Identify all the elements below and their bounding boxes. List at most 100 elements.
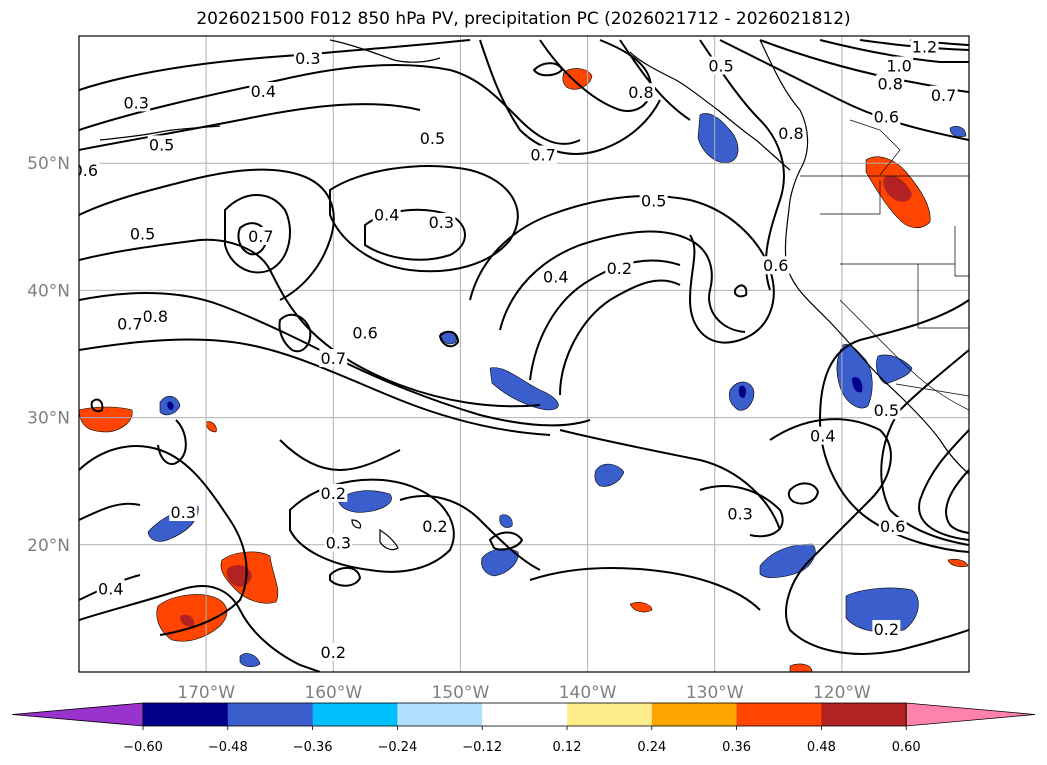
- longitude-tick-label: 130°W: [686, 683, 744, 703]
- contour-label: 1.0: [886, 57, 911, 76]
- contour-label-bg: [324, 533, 353, 552]
- contour-label: 0.7: [530, 146, 555, 165]
- contour-label: 0.6: [763, 256, 788, 275]
- contour-label: 0.5: [130, 224, 155, 243]
- contour-label: 0.5: [641, 191, 666, 210]
- contour-label-bg: [872, 107, 901, 126]
- contour-label-bg: [529, 145, 558, 164]
- latitude-tick-label: 50°N: [27, 154, 70, 174]
- longitude-tick-label: 140°W: [559, 683, 617, 703]
- contour-label: 0.3: [123, 93, 148, 112]
- colorbar-segment: [821, 703, 907, 726]
- contour-label: 1.2: [912, 37, 937, 56]
- colorbar-segment: [736, 703, 822, 726]
- contour-label-bg: [726, 504, 755, 523]
- contour-label: 0.2: [321, 643, 346, 662]
- contour-label-bg: [351, 323, 380, 342]
- latitude-tick-labels: 50°N 40°N 30°N 20°N: [27, 154, 70, 556]
- contour-label: 0.3: [326, 534, 351, 553]
- contour-label-bg: [639, 191, 668, 210]
- contour-label: 0.4: [98, 579, 123, 598]
- contour-label-bg: [878, 516, 907, 535]
- contour-label-bg: [372, 205, 401, 224]
- contour-label: 0.5: [874, 401, 899, 420]
- map-area: 0.3 0.4 0.3 0.5 0.6 0.5 0.7 0.4 0.3 0.5 0.7 0.5 0.4 0…: [73, 36, 969, 672]
- contour-label: 0.5: [420, 129, 445, 148]
- colorbar-tick-label: −0.48: [208, 740, 248, 755]
- contour-label-bg: [418, 129, 447, 148]
- contour-label: 0.7: [117, 315, 142, 334]
- contour-label: 0.5: [149, 135, 174, 154]
- contour-label: 0.2: [607, 259, 632, 278]
- contour-label-bg: [876, 74, 905, 93]
- contour-label-bg: [761, 256, 790, 275]
- contour-label-bg: [707, 56, 736, 75]
- contour-label-bg: [929, 85, 958, 104]
- longitude-tick-label: 170°W: [177, 683, 235, 703]
- contour-label-bg: [96, 579, 125, 598]
- longitude-tick-label: 120°W: [813, 683, 871, 703]
- contour-label: 0.4: [374, 205, 399, 224]
- colorbar-tick-label: −0.60: [123, 740, 163, 755]
- latitude-tick-label: 20°N: [27, 536, 70, 556]
- contour-label-bg: [885, 56, 914, 75]
- contour-label-bg: [319, 642, 348, 661]
- contour-label: 0.5: [708, 57, 733, 76]
- contour-label-bg: [249, 81, 278, 100]
- colorbar-frame: [142, 702, 907, 727]
- contour-label-bg: [427, 212, 456, 231]
- contour-label: 0.6: [73, 161, 98, 180]
- contour-label-bg: [246, 226, 275, 245]
- contour-label: 0.8: [778, 124, 803, 143]
- contour-label-bg: [141, 307, 170, 326]
- colorbar-tick-label: 0.24: [637, 740, 666, 755]
- contour-label: 0.2: [422, 517, 447, 536]
- colorbar-tick-label: 0.36: [722, 740, 751, 755]
- contour-label: 0.4: [543, 268, 568, 287]
- contour-label-bg: [605, 258, 634, 277]
- contour-label: 0.6: [874, 107, 899, 126]
- contour-label: 0.4: [251, 82, 276, 101]
- contour-label: 0.7: [248, 227, 273, 246]
- colorbar-tick-label: 0.48: [807, 740, 836, 755]
- contour-label-bg: [421, 516, 449, 535]
- colorbar-segment: [312, 703, 398, 726]
- contour-label: 0.3: [727, 504, 752, 523]
- political-borders: [800, 119, 969, 411]
- colorbar-segment: [651, 703, 738, 726]
- colorbar-segment: [227, 703, 314, 726]
- map-title: 2026021500 F012 850 hPa PV, precipitatio…: [196, 9, 851, 29]
- contour-label: 0.2: [874, 620, 899, 639]
- colorbar-tick-label: 0.60: [892, 740, 921, 755]
- longitude-tick-label: 160°W: [304, 683, 362, 703]
- contour-label: 0.3: [171, 503, 196, 522]
- contour-label: 0.2: [321, 484, 346, 503]
- colorbar-tick-label: −0.24: [377, 740, 417, 755]
- contour-label: 0.4: [810, 427, 835, 446]
- colorbar-segment: [397, 703, 483, 726]
- contour-label-bg: [910, 37, 939, 56]
- longitude-tick-label: 150°W: [432, 683, 490, 703]
- colorbar-tick-label: −0.36: [293, 740, 333, 755]
- contour-label: 0.6: [352, 324, 377, 343]
- contour-label: 0.8: [143, 307, 168, 326]
- latitude-tick-label: 40°N: [27, 281, 70, 301]
- contour-label-bg: [872, 401, 901, 420]
- contour-label: 0.6: [880, 517, 905, 536]
- contour-label-bg: [626, 83, 655, 102]
- contour-label: 0.8: [877, 74, 902, 93]
- colorbar-extend-min: [11, 702, 144, 727]
- contour-label: 0.7: [931, 86, 956, 105]
- longitude-tick-labels: 170°W 160°W 150°W 140°W 130°W 120°W: [177, 683, 871, 703]
- contour-labels: 0.3 0.4 0.3 0.5 0.6 0.5 0.7 0.4 0.3 0.5 0.7 0.5 0.4 0…: [73, 37, 958, 662]
- contour-label-bg: [541, 267, 570, 286]
- contour-label-bg: [79, 160, 100, 179]
- contour-label: 0.7: [321, 349, 346, 368]
- contour-label-bg: [128, 224, 157, 243]
- map-frame: [78, 35, 970, 673]
- colorbar-extend-max: [905, 702, 1036, 727]
- contour-label: 0.3: [295, 49, 320, 68]
- contour-label-bg: [169, 503, 198, 521]
- contour-label-bg: [122, 93, 151, 112]
